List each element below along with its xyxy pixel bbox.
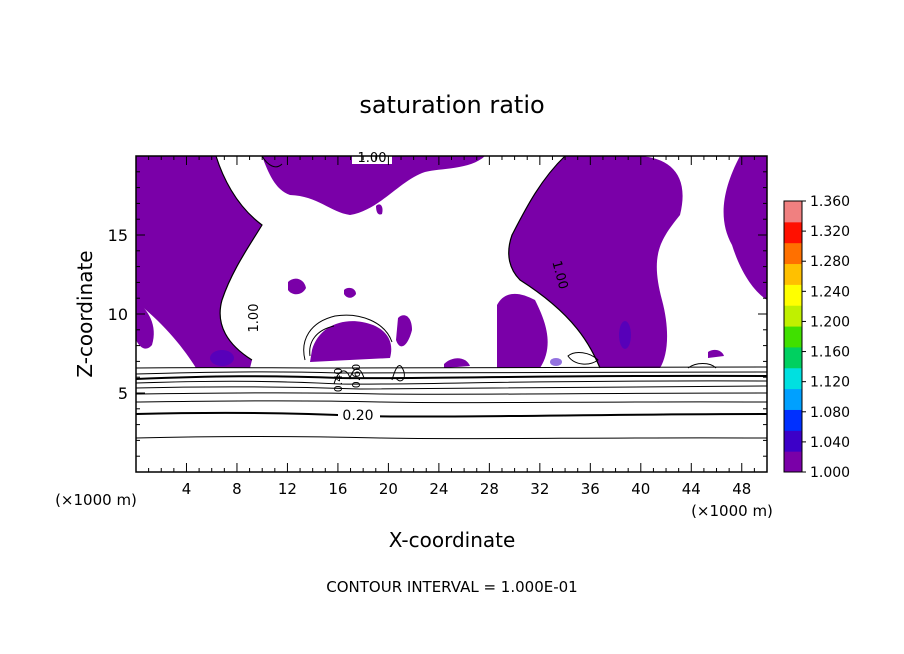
colorbar-tick-label: 1.200 bbox=[810, 314, 850, 330]
y-axis: 5 10 15 bbox=[108, 171, 767, 457]
supersaturation-region-center-cloud bbox=[310, 321, 392, 362]
colorbar-tick-label: 1.000 bbox=[810, 465, 850, 481]
x-unit-label-left: (×1000 m) bbox=[55, 491, 137, 509]
contour-line bbox=[135, 392, 768, 395]
contour-lines bbox=[135, 155, 768, 440]
x-tick-label: 28 bbox=[480, 480, 499, 498]
x-unit-label-right: (×1000 m) bbox=[691, 502, 773, 520]
contour-line bbox=[135, 380, 768, 385]
x-tick-label: 36 bbox=[581, 480, 600, 498]
supersaturation-regions bbox=[136, 156, 767, 368]
colorbar-tick-label: 1.040 bbox=[810, 435, 850, 451]
colorbar-tick-label: 1.360 bbox=[810, 194, 850, 210]
supersaturation-region-small-4 bbox=[444, 358, 470, 368]
colorbar-segment bbox=[784, 263, 802, 285]
contour-label: 0.20 bbox=[342, 408, 373, 424]
x-tick-label: 4 bbox=[182, 480, 192, 498]
contour-line bbox=[135, 436, 768, 440]
supersaturation-region-small-5 bbox=[376, 204, 383, 215]
supersaturation-region-far-right bbox=[723, 156, 767, 300]
colorbar bbox=[783, 200, 803, 473]
contour-line bbox=[135, 371, 768, 375]
contour-label: 1.00 bbox=[358, 151, 387, 166]
colorbar-segment bbox=[784, 409, 802, 431]
contour-line bbox=[135, 385, 768, 390]
chart-title: saturation ratio bbox=[359, 91, 544, 119]
x-tick-label: 8 bbox=[232, 480, 242, 498]
x-tick-label: 32 bbox=[530, 480, 549, 498]
contour-line bbox=[391, 365, 405, 382]
supersaturation-region-top-center bbox=[262, 156, 485, 215]
colorbar-tick-label: 1.120 bbox=[810, 375, 850, 391]
colorbar-tick-label: 1.280 bbox=[810, 254, 850, 270]
y-tick-label: 15 bbox=[108, 226, 128, 245]
colorbar-frame bbox=[783, 200, 803, 473]
supersaturation-region-lower-center bbox=[497, 293, 548, 368]
contour-line bbox=[687, 363, 717, 369]
x-tick-label: 44 bbox=[682, 480, 701, 498]
contour-line bbox=[333, 368, 365, 385]
supersaturation-region-small-1 bbox=[288, 278, 306, 295]
colorbar-segment bbox=[784, 221, 802, 244]
contour-line bbox=[135, 374, 768, 380]
y-tick-label: 10 bbox=[108, 305, 128, 324]
contour-line bbox=[135, 400, 768, 404]
supersaturation-region-small-3 bbox=[396, 315, 412, 347]
x-axis: 4 8 12 16 20 24 28 32 36 40 44 48 bbox=[148, 156, 755, 498]
contour-label: 1.00 bbox=[247, 304, 262, 333]
x-tick-label: 16 bbox=[328, 480, 347, 498]
supersaturation-region-small-2 bbox=[344, 287, 356, 298]
colorbar-segment bbox=[784, 284, 802, 306]
contour-line bbox=[303, 314, 393, 361]
contour-line bbox=[508, 155, 601, 369]
colorbar-tick-label: 1.160 bbox=[810, 345, 850, 361]
colorbar-segment bbox=[784, 305, 802, 327]
colorbar-tick-label: 1.240 bbox=[810, 284, 850, 300]
colorbar-segment bbox=[784, 451, 802, 473]
supersaturation-region-small-6 bbox=[708, 349, 724, 358]
contour-label: 0.60 bbox=[350, 364, 363, 389]
contour-line bbox=[135, 366, 768, 369]
colorbar-segment bbox=[784, 430, 802, 452]
contour-label: 0.40 bbox=[332, 368, 345, 393]
contour-line bbox=[567, 352, 599, 365]
colorbar-segment bbox=[784, 242, 802, 265]
colorbar-segment bbox=[784, 388, 802, 410]
colorbar-segment bbox=[784, 346, 802, 369]
contour-interval-note: CONTOUR INTERVAL = 1.000E-01 bbox=[326, 578, 577, 596]
supersaturation-region-left-column bbox=[136, 156, 262, 368]
contour-line bbox=[309, 325, 335, 357]
y-tick-label: 5 bbox=[118, 384, 128, 403]
y-axis-label: Z-coordinate bbox=[73, 250, 97, 377]
x-tick-label: 12 bbox=[278, 480, 297, 498]
x-tick-label: 40 bbox=[631, 480, 650, 498]
contour-label: 1.00 bbox=[548, 259, 570, 291]
colorbar-ticks: 1.360 1.320 1.280 1.240 1.200 1.160 1.120 1.080… bbox=[802, 194, 850, 481]
x-axis-label: X-coordinate bbox=[389, 528, 516, 552]
colorbar-tick-label: 1.320 bbox=[810, 224, 850, 240]
contour-line bbox=[135, 411, 768, 418]
x-tick-label: 48 bbox=[732, 480, 751, 498]
contour-line bbox=[261, 155, 283, 168]
colorbar-segment bbox=[784, 367, 802, 390]
colorbar-tick-label: 1.080 bbox=[810, 405, 850, 421]
colorbar-segment bbox=[784, 326, 802, 348]
supersaturation-core bbox=[210, 321, 631, 366]
x-tick-label: 20 bbox=[379, 480, 398, 498]
supersaturation-region-left-edge bbox=[136, 300, 154, 349]
x-tick-label: 24 bbox=[429, 480, 448, 498]
contour-labels: 1.00 1.00 1.00 0.20 0.40 0.60 bbox=[247, 150, 570, 424]
contour-line bbox=[215, 155, 263, 361]
supersaturation-region-right-column bbox=[508, 156, 683, 368]
colorbar-segment bbox=[784, 201, 802, 223]
